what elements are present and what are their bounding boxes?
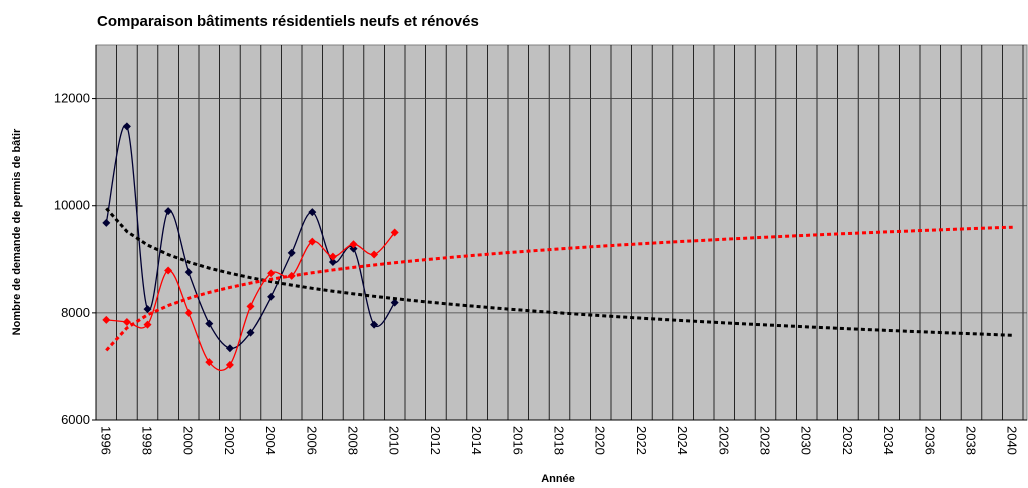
data-point [205,358,214,367]
data-point [225,344,234,353]
data-point [349,244,358,253]
data-point [328,257,337,266]
data-point [370,250,379,259]
x-tick-label: 2012 [428,426,443,455]
x-tick-label: 2002 [222,426,237,455]
data-point [164,266,173,275]
data-point [246,328,255,337]
data-point [164,207,173,216]
y-tick-label: 10000 [54,198,90,213]
data-point [205,319,214,328]
data-point [122,122,131,131]
data-point [287,248,296,257]
x-tick-label: 2020 [593,426,608,455]
x-tick-label: 2014 [469,426,484,455]
data-point [246,302,255,311]
x-tick-label: 2008 [346,426,361,455]
x-tick-label: 2022 [634,426,649,455]
x-tick-label: 2000 [181,426,196,455]
y-tick-label: 6000 [61,412,90,427]
trend-line [105,225,1013,352]
data-point [225,360,234,369]
x-tick-label: 2040 [1005,426,1020,455]
x-tick-label: 2028 [758,426,773,455]
y-axis-title: Nombre de demande de permis de bâtir [11,128,23,335]
chart-title: Comparaison bâtiments résidentiels neufs… [97,13,479,30]
x-tick-label: 2010 [387,426,402,455]
data-point [308,208,317,217]
x-tick-label: 2032 [840,426,855,455]
x-tick-label: 2036 [922,426,937,455]
x-tick-label: 2006 [304,426,319,455]
x-tick-label: 2038 [964,426,979,455]
data-point [328,252,337,261]
series-line [105,124,396,349]
x-tick-label: 2018 [552,426,567,455]
data-point [267,292,276,301]
data-point [390,298,399,307]
data-point [184,308,193,317]
data-point [184,268,193,277]
x-tick-label: 2016 [510,426,525,455]
data-point [390,228,399,237]
x-axis-title: Année [541,473,575,485]
data-point [143,305,152,314]
x-tick-label: 2026 [716,426,731,455]
data-point [102,218,111,227]
data-point [122,317,131,326]
data-point [102,315,111,324]
x-tick-label: 1998 [140,426,155,455]
y-tick-label: 8000 [61,305,90,320]
data-point [143,320,152,329]
x-tick-label: 1996 [98,426,113,455]
x-tick-label: 2030 [799,426,814,455]
data-point [308,237,317,246]
data-point [370,320,379,329]
trend-line [105,207,1013,337]
x-tick-label: 2004 [263,426,278,455]
y-tick-label: 12000 [54,91,90,106]
plot-area [95,44,1028,421]
data-point [267,269,276,278]
x-tick-label: 2024 [675,426,690,455]
x-tick-label: 2034 [881,426,896,455]
data-point [349,240,358,249]
